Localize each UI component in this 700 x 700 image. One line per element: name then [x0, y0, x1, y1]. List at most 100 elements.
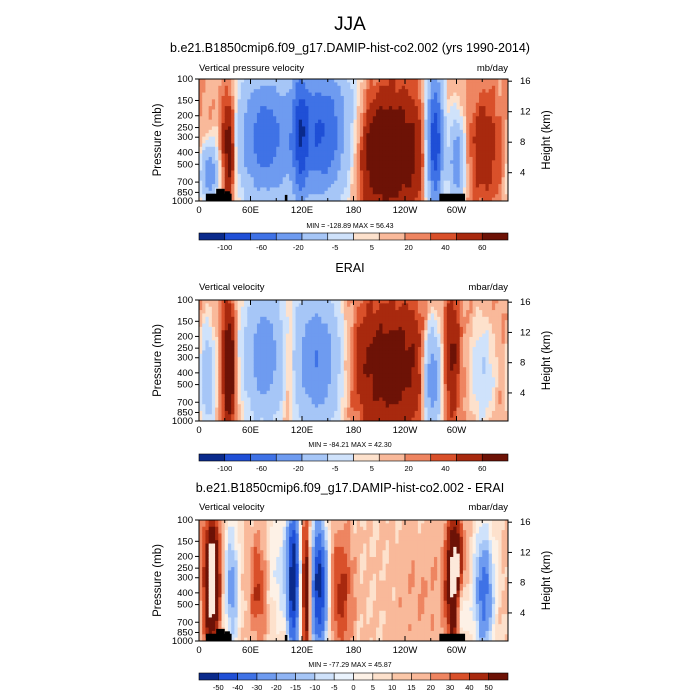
y-tick-label: 850: [177, 627, 193, 638]
colorbar-swatch: [198, 232, 226, 241]
colorbar-swatch: [430, 232, 457, 241]
colorbar-swatch: [449, 672, 470, 681]
y-tick-label: 500: [177, 380, 193, 391]
colorbar-label: 0: [351, 683, 355, 692]
colorbar-swatch: [430, 453, 457, 462]
y-right-tick-label: 16: [520, 76, 531, 87]
colorbar-label: 40: [465, 683, 473, 692]
colorbar-label: -20: [293, 243, 304, 252]
x-tick-label: 120E: [291, 645, 313, 656]
x-tick-label: 0: [196, 645, 201, 656]
colorbar-swatch: [333, 672, 354, 681]
colorbar-swatch: [488, 672, 509, 681]
colorbar-swatch: [237, 672, 258, 681]
colorbar-label: 15: [407, 683, 415, 692]
colorbar-swatch: [353, 672, 374, 681]
colorbar-label: 5: [370, 464, 374, 473]
colorbar-label: -60: [256, 464, 267, 473]
colorbar-label: -5: [331, 683, 338, 692]
colorbar-swatch: [327, 232, 354, 241]
x-tick-label: 120E: [291, 425, 313, 436]
y-tick-label: 850: [177, 407, 193, 418]
y-tick-label: 100: [177, 295, 193, 306]
colorbar-swatch: [301, 453, 329, 462]
colorbar-swatch: [404, 453, 432, 462]
land-block: [284, 634, 288, 641]
colorbar-label: 30: [446, 683, 454, 692]
colorbar-label: 20: [405, 243, 413, 252]
colorbar-swatch: [378, 232, 406, 241]
colorbar-swatch: [481, 232, 509, 241]
colorbar-label: 40: [441, 464, 449, 473]
chart-panel-1: b.e21.B1850cmip6.f09_g17.DAMIP-hist-co2.…: [152, 41, 553, 252]
colorbar-label: -50: [213, 683, 224, 692]
chart-panel-3: b.e21.B1850cmip6.f09_g17.DAMIP-hist-co2.…: [152, 481, 553, 692]
x-tick-label: 60E: [242, 205, 259, 216]
y-tick-label: 150: [177, 316, 193, 327]
panel-title: b.e21.B1850cmip6.f09_g17.DAMIP-hist-co2.…: [196, 481, 505, 495]
min-max-stats: MIN = -77.29 MAX = 45.87: [308, 662, 391, 669]
colorbar-label: 10: [388, 683, 396, 692]
y-right-tick-label: 4: [520, 388, 525, 399]
x-tick-label: 120W: [393, 205, 418, 216]
colorbar-swatch: [218, 672, 238, 681]
x-tick-label: 60E: [242, 645, 259, 656]
x-tick-label: 60E: [242, 425, 259, 436]
y-tick-label: 700: [177, 617, 193, 628]
min-max-stats: MIN = -128.89 MAX = 56.43: [306, 223, 393, 230]
y-right-tick-label: 8: [520, 358, 525, 369]
land-mask: [205, 628, 466, 641]
colorbar-swatch: [391, 672, 412, 681]
variable-label: Vertical pressure velocity: [199, 63, 304, 74]
y-tick-label: 300: [177, 573, 193, 584]
x-tick-label: 180: [346, 645, 362, 656]
land-block: [216, 188, 225, 201]
y-axis-right: 16 12 8 4: [508, 517, 531, 619]
land-block: [439, 193, 466, 201]
colorbar-swatch: [275, 453, 303, 462]
colorbar: -100 -60 -20 -5 5 20 40 60: [198, 232, 509, 252]
colorbar-swatch: [456, 453, 483, 462]
x-tick-label: 180: [346, 205, 362, 216]
colorbar-swatch: [378, 453, 406, 462]
x-axis: 0 60E 120E 180 120W 60W: [196, 520, 509, 656]
panel-title: b.e21.B1850cmip6.f09_g17.DAMIP-hist-co2.…: [170, 41, 530, 55]
colorbar-swatch: [275, 232, 303, 241]
colorbar-label: -100: [217, 464, 232, 473]
colorbar-swatch: [275, 672, 296, 681]
colorbar-label: -100: [217, 243, 232, 252]
colorbar-swatch: [314, 672, 335, 681]
colorbar-swatch: [198, 453, 226, 462]
y-tick-label: 250: [177, 123, 193, 134]
y-tick-label: 200: [177, 551, 193, 562]
panel-title: ERAI: [335, 261, 364, 275]
y-axis-right: 16 12 8 4: [508, 297, 531, 399]
colorbar-label: -40: [232, 683, 243, 692]
colorbar-swatch: [404, 232, 432, 241]
colorbar-swatch: [456, 232, 483, 241]
y-tick-label: 850: [177, 187, 193, 198]
colorbar-label: -20: [293, 464, 304, 473]
y-tick-label: 400: [177, 588, 193, 599]
colorbar-swatch: [301, 232, 329, 241]
colorbar-swatch: [224, 232, 251, 241]
y-tick-label: 1000: [172, 636, 193, 647]
y-right-tick-label: 4: [520, 608, 525, 619]
colorbar-swatch: [353, 453, 380, 462]
y-tick-label: 150: [177, 536, 193, 547]
heatmap-cells: [199, 520, 509, 642]
colorbar-swatch: [353, 232, 380, 241]
y-tick-label: 100: [177, 74, 193, 85]
units-label: mbar/day: [468, 282, 508, 293]
x-tick-label: 180: [346, 425, 362, 436]
y-tick-label: 700: [177, 397, 193, 408]
colorbar-label: 5: [371, 683, 375, 692]
y-right-tick-label: 4: [520, 168, 525, 179]
y-tick-label: 500: [177, 159, 193, 170]
colorbar-swatch: [430, 672, 451, 681]
x-tick-label: 60W: [447, 205, 467, 216]
x-tick-label: 0: [196, 425, 201, 436]
y-right-axis-title: Height (km): [541, 331, 553, 391]
